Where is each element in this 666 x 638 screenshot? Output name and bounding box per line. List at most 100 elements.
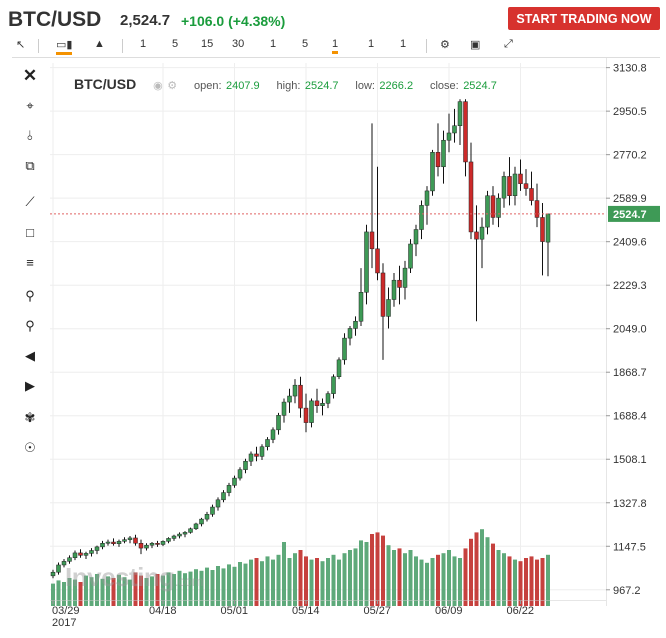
- y-tick-label: 3130.8: [613, 63, 647, 75]
- candle-up: [413, 229, 419, 245]
- last-price: 2,524.7: [120, 12, 171, 29]
- candle-up: [276, 415, 281, 431]
- volume-bar: [452, 556, 457, 606]
- volume-bar: [375, 532, 380, 606]
- interval-15[interactable]: 15: [201, 38, 214, 50]
- time-axis: 03/29 04/18 05/01 05/14 05/27 06/09 06/22 2017: [50, 600, 606, 629]
- volume-bar: [95, 574, 99, 606]
- volume-bar: [342, 553, 347, 606]
- fullscreen-icon[interactable]: ⤢: [504, 38, 513, 50]
- snapshot-camera-icon[interactable]: ▣: [470, 39, 481, 51]
- interval-1w[interactable]: 1: [368, 38, 375, 50]
- candle-down: [303, 407, 309, 423]
- interval-1h[interactable]: 1: [270, 38, 277, 50]
- zoom-out-icon[interactable]: ⚲: [25, 318, 35, 333]
- volume-bar: [216, 566, 220, 606]
- zoom-in-icon[interactable]: ⚲: [25, 288, 35, 303]
- volume-bar: [199, 570, 204, 606]
- candle-up: [149, 543, 155, 546]
- drawing-tools-sidebar: ✕ ⌖ ⫰ ⧉ ⟋ □ ≡ ⚲ ⚲ ◀ ▶ ✾ ☉: [12, 58, 51, 638]
- volume-bar: [491, 543, 495, 606]
- volume-bar: [62, 582, 66, 606]
- interval-1d[interactable]: 1: [332, 38, 339, 54]
- volume-bar: [51, 583, 55, 606]
- visibility-eye-icon[interactable]: ◉: [153, 80, 163, 92]
- volume-bar: [546, 554, 550, 606]
- volume-bar: [425, 562, 429, 606]
- candle-up: [204, 514, 210, 520]
- candle-up: [182, 532, 188, 535]
- candle-down: [529, 188, 534, 201]
- candle-up: [83, 553, 89, 556]
- candle-up: [171, 535, 177, 539]
- start-trading-button[interactable]: START TRADING NOW: [508, 7, 660, 30]
- volume-bar: [100, 578, 105, 606]
- interval-5[interactable]: 5: [172, 38, 179, 50]
- candle-up: [199, 518, 204, 525]
- candle-down: [380, 272, 386, 317]
- candle-up: [358, 292, 364, 322]
- interval-30[interactable]: 30: [232, 38, 245, 50]
- volume-bar: [502, 553, 506, 606]
- volume-bar: [430, 558, 435, 606]
- volume-bar: [540, 558, 545, 606]
- volume-bar: [177, 570, 182, 606]
- shapes-tool-icon[interactable]: ⧉: [25, 158, 35, 173]
- volume-bar: [89, 577, 94, 606]
- candle-up: [166, 538, 171, 542]
- volume-bar: [364, 542, 369, 606]
- trend-line-icon[interactable]: ⟋: [25, 194, 35, 209]
- horizontal-lines-icon[interactable]: ≡: [26, 254, 34, 270]
- candle-up: [221, 492, 226, 501]
- area-type-icon[interactable]: ▲: [94, 38, 105, 50]
- candle-up: [94, 546, 100, 551]
- candle-up: [485, 195, 490, 228]
- candle-up: [353, 320, 358, 329]
- candle-up: [232, 477, 237, 486]
- candle-up: [441, 139, 446, 168]
- toolbar-divider: [426, 39, 427, 53]
- open-value: 2407.9: [225, 80, 260, 92]
- volume-bar: [403, 553, 407, 606]
- legend-settings-icon[interactable]: ⚙: [167, 80, 178, 92]
- magnet-icon[interactable]: ✾: [24, 410, 36, 425]
- candle-down: [254, 453, 259, 457]
- investing-watermark: Investing.com: [65, 562, 203, 592]
- settings-gear-icon[interactable]: ⚙: [440, 39, 450, 51]
- candlestick-type-icon[interactable]: ▭▮: [56, 38, 73, 55]
- candle-up: [193, 523, 199, 530]
- interval-1[interactable]: 1: [140, 38, 147, 50]
- volume-bar: [331, 554, 336, 606]
- y-tick-label: 1147.5: [613, 541, 646, 553]
- volume-bar: [348, 550, 352, 606]
- price-chart[interactable]: [50, 58, 606, 638]
- volume-bar: [238, 562, 242, 606]
- x-tick-label: 05/01: [221, 605, 249, 617]
- volume-bar: [513, 559, 517, 606]
- rectangle-tool-icon[interactable]: □: [26, 224, 34, 240]
- candle-up: [67, 557, 72, 562]
- interval-1m[interactable]: 1: [400, 38, 407, 50]
- measure-icon[interactable]: ☉: [24, 440, 36, 455]
- x-tick-label: 03/29: [52, 605, 80, 617]
- cursor-tool-icon[interactable]: ↖: [16, 39, 26, 51]
- interval-5h[interactable]: 5: [302, 38, 309, 50]
- volume-bar: [221, 568, 226, 606]
- candle-up: [424, 190, 430, 206]
- fibonacci-tool-icon[interactable]: ⫰: [27, 128, 33, 143]
- close-icon[interactable]: ✕: [22, 66, 38, 85]
- volume-bar: [150, 576, 154, 606]
- scroll-left-icon[interactable]: ◀: [25, 348, 35, 363]
- volume-bar: [188, 571, 193, 606]
- scroll-right-icon[interactable]: ▶: [25, 378, 35, 393]
- volume-bar: [183, 573, 187, 606]
- close-label: close:: [429, 80, 459, 92]
- candle-up: [122, 539, 127, 542]
- volume-bar: [458, 558, 462, 606]
- volume-bar: [282, 542, 286, 606]
- volume-bar: [122, 577, 127, 606]
- volume-bar: [485, 537, 490, 606]
- volume-bar: [320, 561, 325, 606]
- cross-cursor-icon[interactable]: ⌖: [26, 98, 34, 113]
- candle-down: [468, 161, 474, 233]
